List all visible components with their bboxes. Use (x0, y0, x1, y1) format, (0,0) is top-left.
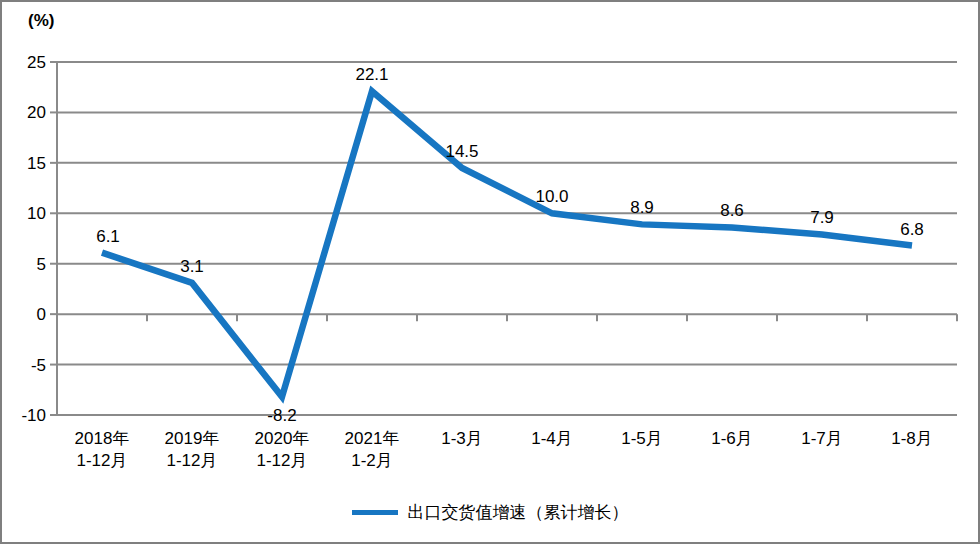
legend-series-label: 出口交货值增速（累计增长） (408, 501, 629, 524)
data-series-line (102, 91, 912, 397)
data-point-label: 22.1 (355, 65, 388, 84)
y-tick-label: 5 (37, 255, 46, 274)
x-category-label: 1-7月 (801, 429, 843, 448)
data-point-label: 8.6 (720, 201, 744, 220)
y-tick-label: 15 (27, 154, 46, 173)
legend-line-swatch (352, 510, 398, 515)
y-tick-label: 20 (27, 103, 46, 122)
y-tick-label: 10 (27, 204, 46, 223)
x-category-label: 1-12月 (76, 451, 127, 470)
x-category-label: 1-4月 (531, 429, 573, 448)
y-axis-unit-label: (%) (28, 11, 54, 31)
data-point-label: 3.1 (180, 257, 204, 276)
x-category-label: 2018年 (75, 429, 130, 448)
y-tick-label: 0 (37, 305, 46, 324)
x-category-label: 2020年 (255, 429, 310, 448)
y-tick-label: -10 (21, 406, 46, 425)
data-point-label: 10.0 (535, 187, 568, 206)
x-category-label: 1-8月 (891, 429, 933, 448)
x-category-label: 1-2月 (351, 451, 393, 470)
x-category-label: 2021年 (345, 429, 400, 448)
y-tick-label: 25 (27, 53, 46, 72)
data-point-label: -8.2 (267, 406, 296, 425)
data-point-label: 7.9 (810, 208, 834, 227)
data-point-label: 8.9 (630, 198, 654, 217)
data-point-label: 6.8 (900, 220, 924, 239)
x-category-label: 1-6月 (711, 429, 753, 448)
line-chart: 25 20 15 10 5 0 -5 -10 6.1 3.1 -8.2 22.1 14.5 10.0 8.9… (2, 2, 978, 542)
data-point-label: 6.1 (96, 227, 120, 246)
x-category-label: 1-5月 (621, 429, 663, 448)
y-tick-label: -5 (31, 356, 46, 375)
x-category-label: 1-12月 (166, 451, 217, 470)
data-point-label: 14.5 (445, 142, 478, 161)
chart-frame: 25 20 15 10 5 0 -5 -10 6.1 3.1 -8.2 22.1 14.5 10.0 8.9… (0, 0, 980, 544)
legend: 出口交货值增速（累计增长） (2, 501, 978, 524)
x-category-label: 2019年 (165, 429, 220, 448)
x-category-label: 1-3月 (441, 429, 483, 448)
x-category-label: 1-12月 (256, 451, 307, 470)
